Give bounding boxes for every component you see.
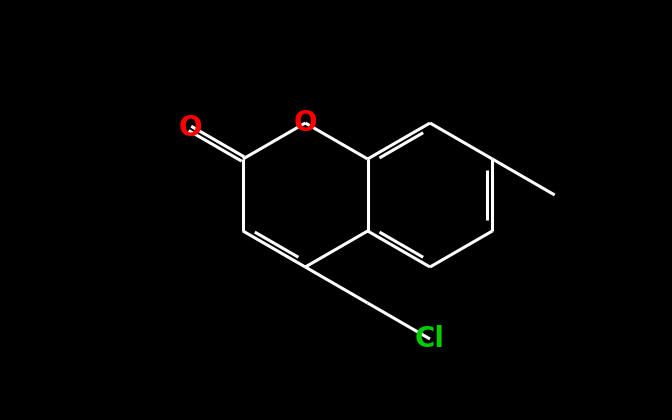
Text: Cl: Cl: [415, 325, 445, 353]
Text: O: O: [294, 109, 317, 137]
Text: O: O: [178, 114, 202, 142]
